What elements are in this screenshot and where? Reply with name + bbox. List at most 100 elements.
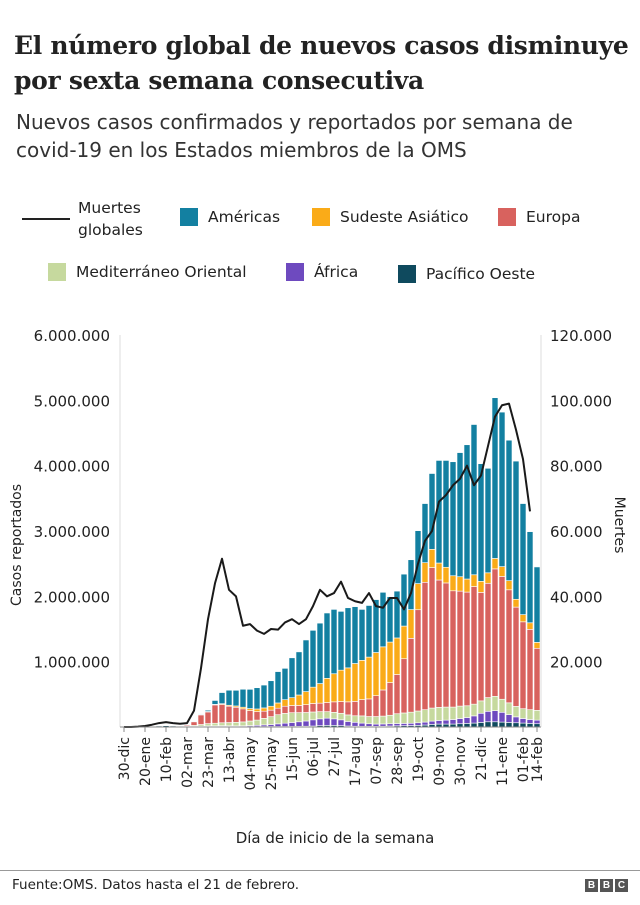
bar-segment-pacífico-oeste (470, 722, 478, 728)
bar-segment-sudeste-asiático (519, 614, 527, 623)
bar-segment-europa (344, 701, 352, 716)
bar-segment-pacífico-oeste (519, 722, 527, 728)
bar-segment-áfrica (274, 723, 282, 727)
bar-segment-europa (211, 704, 219, 724)
bar-segment-europa (365, 698, 373, 717)
bar-segment-áfrica (386, 723, 394, 727)
x-tick-label: 11-ene (495, 737, 511, 786)
chart-plot: 6.000.000 120.000 5.000.000 100.000 4.000.00… (9, 327, 627, 847)
bar-segment-europa (491, 568, 499, 697)
bar-segment-mediterráneo-oriental (393, 713, 401, 724)
y-tick-label: 1.000.000 (34, 654, 110, 672)
bar-segment-américas (344, 607, 352, 669)
bar-segment-américas (190, 720, 198, 722)
bar-segment-europa (253, 711, 261, 721)
y2-tick-label: 120.000 (550, 327, 612, 345)
bar-segment-américas (372, 599, 380, 653)
bar-segment-mediterráneo-oriental (232, 721, 240, 727)
x-tick-label: 06-jul (306, 737, 322, 777)
y2-tick-label: 40.000 (550, 588, 603, 606)
bar-segment-europa (400, 658, 408, 714)
bar-segment-mediterráneo-oriental (253, 719, 261, 726)
bar-segment-sudeste-asiático (400, 625, 408, 660)
bar-segment-sudeste-asiático (491, 558, 499, 570)
bar-segment-américas (505, 439, 513, 581)
bar-segment-áfrica (330, 718, 338, 726)
bar-segment-mediterráneo-oriental (526, 709, 534, 720)
bar-segment-pacífico-oeste (505, 722, 513, 728)
bar-segment-áfrica (316, 718, 324, 726)
bar-segment-áfrica (337, 719, 345, 726)
bar-segment-mediterráneo-oriental (484, 697, 492, 712)
bar-segment-mediterráneo-oriental (316, 711, 324, 720)
bar-segment-áfrica (407, 722, 415, 726)
bar-segment-sudeste-asiático (421, 562, 429, 583)
bar-segment-américas (393, 590, 401, 639)
bar-segment-áfrica (484, 711, 492, 723)
bar-segment-sudeste-asiático (288, 697, 296, 706)
legend-swatch (180, 208, 198, 226)
bar-segment-áfrica (456, 718, 464, 725)
y2-tick-label: 20.000 (550, 654, 603, 672)
bar-segment-américas (288, 657, 296, 698)
bar-segment-américas (302, 639, 310, 692)
x-tick-label: 17-aug (348, 737, 364, 786)
bar-segment-américas (484, 467, 492, 574)
bar-segment-europa (288, 705, 296, 713)
bar-segment-sudeste-asiático (295, 694, 303, 706)
bar-segment-américas (470, 424, 478, 576)
bar-segment-américas (456, 452, 464, 578)
bar-segment-mediterráneo-oriental (288, 712, 296, 723)
bar-segment-sudeste-asiático (267, 705, 275, 711)
bar-segment-sudeste-asiático (505, 580, 513, 591)
y-tick-label: 3.000.000 (34, 523, 110, 541)
bar-segment-áfrica (281, 722, 289, 727)
bar-segment-pacífico-oeste (463, 723, 471, 728)
bar-segment-áfrica (428, 720, 436, 725)
x-tick-label: 01-feb (516, 737, 532, 782)
bar-segment-américas (253, 687, 261, 710)
bar-segment-américas (267, 680, 275, 707)
bar-segment-áfrica (358, 722, 366, 727)
bar-segment-sudeste-asiático (463, 578, 471, 593)
legend-swatch (48, 263, 66, 281)
bar-segment-américas (295, 651, 303, 696)
bar-segment-sudeste-asiático (351, 663, 359, 702)
bar-segment-europa (316, 702, 324, 712)
x-tick-label: 09-nov (432, 737, 448, 786)
bar-segment-pacífico-oeste (512, 722, 520, 728)
bar-segment-europa (393, 674, 401, 715)
legend-label: Pacífico Oeste (426, 265, 536, 283)
bar-segment-mediterráneo-oriental (477, 700, 485, 714)
bar-segment-mediterráneo-oriental (414, 710, 422, 724)
bar-segment-pacífico-oeste (498, 721, 506, 728)
footer: Fuente:OMS. Datos hasta el 21 de febrero… (0, 870, 640, 905)
x-tick-label: 19-oct (411, 737, 427, 782)
x-tick-label: 07-sep (369, 737, 385, 785)
bar-segment-europa (260, 710, 268, 719)
bar-segment-mediterráneo-oriental (358, 715, 366, 724)
bar-segment-áfrica (393, 723, 401, 727)
x-tick-label: 14-feb (530, 737, 546, 782)
bar-segment-europa (267, 709, 275, 717)
x-tick-label: 15-jun (285, 737, 301, 782)
y-tick-label: 4.000.000 (34, 458, 110, 476)
bar-segment-sudeste-asiático (442, 566, 450, 584)
bar-segment-europa (309, 703, 317, 713)
bar-segment-sudeste-asiático (253, 708, 261, 712)
bar-segment-américas (400, 573, 408, 627)
bar-segment-europa (239, 708, 247, 723)
x-tick-label: 21-dic (474, 737, 490, 780)
bar-segment-europa (533, 647, 541, 711)
x-tick-label: 23-mar (201, 737, 217, 788)
bar-segment-américas (526, 531, 534, 624)
bar-segment-sudeste-asiático (344, 667, 352, 703)
x-tick-label: 02-mar (180, 737, 196, 788)
bar-segment-europa (498, 576, 506, 700)
bar-segment-américas (386, 596, 394, 643)
bar-segment-europa (512, 606, 520, 707)
x-tick-label: 20-ene (138, 737, 154, 786)
bar-segment-europa (386, 682, 394, 716)
bar-segment-sudeste-asiático (435, 562, 443, 581)
